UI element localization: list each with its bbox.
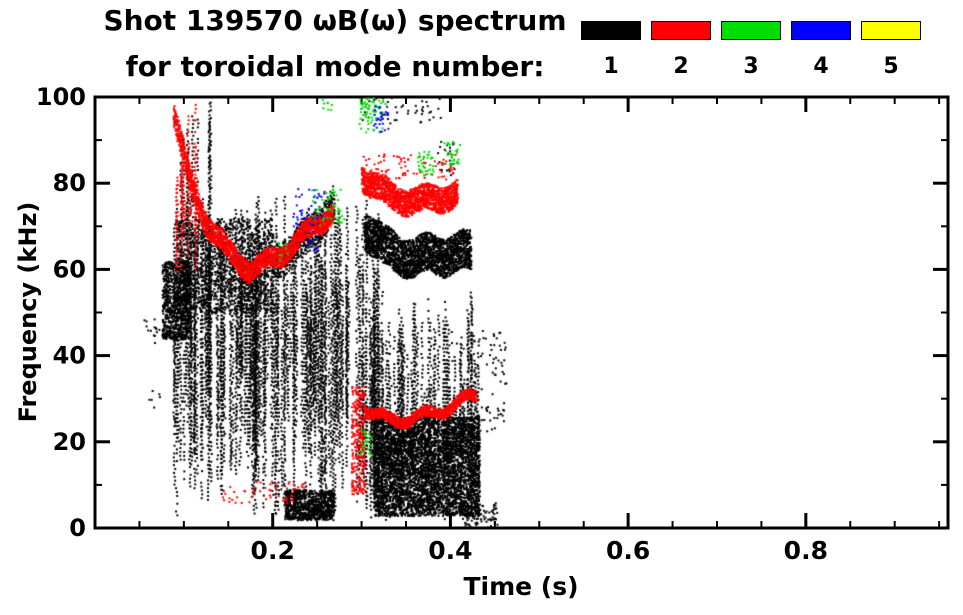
legend-swatch-1 <box>581 21 641 40</box>
chart-subtitle: for toroidal mode number: <box>125 50 545 83</box>
svg-text:60: 60 <box>53 255 86 283</box>
legend-swatch-5 <box>861 21 921 40</box>
legend-number-2: 2 <box>673 54 689 79</box>
chart-title: Shot 139570 ωB(ω) spectrum <box>103 4 567 37</box>
legend-numbers: 1 2 3 4 5 <box>581 54 921 79</box>
x-axis-title: Time (s) <box>463 572 579 601</box>
legend-swatch-4 <box>791 21 851 40</box>
svg-text:0.4: 0.4 <box>428 536 472 565</box>
spectrogram-canvas <box>95 97 948 528</box>
svg-text:20: 20 <box>53 428 86 456</box>
legend-swatches <box>581 21 921 40</box>
svg-text:40: 40 <box>53 342 86 370</box>
svg-text:0: 0 <box>69 514 86 542</box>
svg-text:0.2: 0.2 <box>251 536 295 565</box>
svg-text:0.8: 0.8 <box>784 536 828 565</box>
svg-text:0.6: 0.6 <box>606 536 650 565</box>
legend-swatch-3 <box>721 21 781 40</box>
legend-swatch-2 <box>651 21 711 40</box>
legend-number-1: 1 <box>603 54 619 79</box>
legend-number-3: 3 <box>743 54 759 79</box>
svg-text:100: 100 <box>36 83 86 111</box>
svg-text:80: 80 <box>53 169 86 197</box>
legend-number-4: 4 <box>813 54 829 79</box>
legend-number-5: 5 <box>883 54 899 79</box>
